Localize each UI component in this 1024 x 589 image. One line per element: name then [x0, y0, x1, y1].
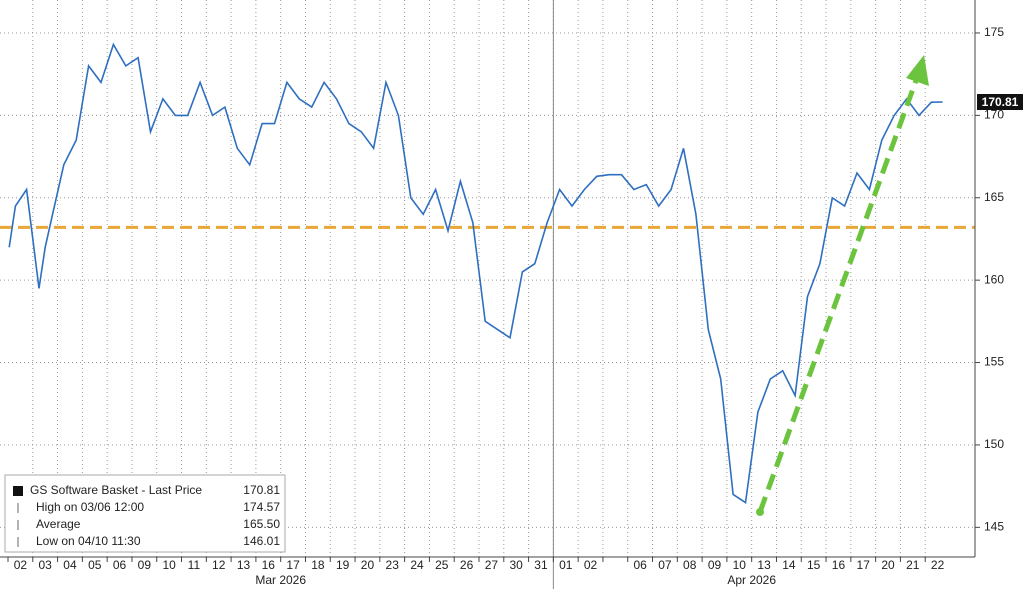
trend-start	[756, 508, 764, 516]
last-price-label: 170.81	[982, 95, 1019, 109]
month-label: Apr 2026	[727, 573, 776, 587]
x-tick-label: 04	[63, 558, 77, 572]
y-tick-label: 165	[984, 190, 1004, 204]
x-tick-label: 22	[931, 558, 945, 572]
x-tick-label: 19	[336, 558, 350, 572]
legend-value: 174.57	[243, 500, 280, 514]
x-tick-label: 08	[683, 558, 697, 572]
x-tick-label: 10	[733, 558, 747, 572]
y-tick-label: 160	[984, 272, 1004, 286]
trend-arrow	[757, 74, 921, 513]
x-tick-label: 06	[113, 558, 127, 572]
x-tick-label: 13	[237, 558, 251, 572]
x-tick-label: 09	[138, 558, 152, 572]
y-tick-label: 145	[984, 520, 1004, 534]
legend-value: 170.81	[243, 483, 280, 497]
legend-value: 146.01	[243, 534, 280, 548]
x-tick-label: 24	[410, 558, 424, 572]
x-tick-label: 13	[757, 558, 771, 572]
y-tick-label: 170	[984, 108, 1004, 122]
y-tick-label: 155	[984, 355, 1004, 369]
x-tick-label: 18	[311, 558, 325, 572]
y-tick-label: 150	[984, 437, 1004, 451]
x-tick-label: 02	[584, 558, 598, 572]
trend-arrowhead	[906, 55, 929, 86]
x-tick-label: 14	[782, 558, 796, 572]
x-tick-label: 17	[857, 558, 871, 572]
y-tick-label: 175	[984, 25, 1004, 39]
x-tick-label: 31	[534, 558, 548, 572]
x-tick-label: 15	[807, 558, 821, 572]
x-tick-label: 12	[212, 558, 226, 572]
x-tick-label: 06	[633, 558, 647, 572]
legend-text: Low on 04/10 11:30	[36, 534, 141, 548]
x-tick-label: 17	[286, 558, 300, 572]
last-price-tag	[977, 94, 1023, 111]
x-tick-label: 07	[658, 558, 672, 572]
x-tick-label: 11	[188, 558, 201, 572]
x-tick-label: 09	[708, 558, 722, 572]
x-tick-label: 20	[361, 558, 375, 572]
x-tick-label: 27	[485, 558, 499, 572]
x-tick-label: 10	[162, 558, 176, 572]
x-tick-label: 16	[832, 558, 846, 572]
x-tick-label: 25	[435, 558, 449, 572]
x-tick-label: 26	[460, 558, 474, 572]
legend: GS Software Basket - Last Price 170.81 Hig…	[13, 483, 280, 548]
x-tick-label: 23	[386, 558, 400, 572]
legend-text: Average	[36, 517, 81, 531]
legend-box	[4, 474, 286, 553]
legend-text: GS Software Basket - Last Price	[30, 483, 202, 497]
x-tick-label: 16	[262, 558, 276, 572]
axis-layer: 145 150 155 160 165 170 175 02 03 04 05 06 09 10 11 12 1…	[7, 25, 1023, 587]
x-tick-label: 20	[881, 558, 895, 572]
x-tick-label: 03	[39, 558, 53, 572]
x-tick-label: 01	[559, 558, 573, 572]
price-line	[8, 42, 943, 504]
legend-value: 165.50	[243, 517, 280, 531]
x-tick-label: 21	[906, 558, 920, 572]
legend-swatch	[13, 486, 23, 496]
legend-text: High on 03/06 12:00	[36, 500, 144, 514]
x-tick-label: 30	[510, 558, 524, 572]
data-layer	[0, 42, 975, 516]
x-tick-label: 02	[14, 558, 28, 572]
month-label: Mar 2026	[255, 573, 306, 587]
x-tick-label: 05	[88, 558, 102, 572]
